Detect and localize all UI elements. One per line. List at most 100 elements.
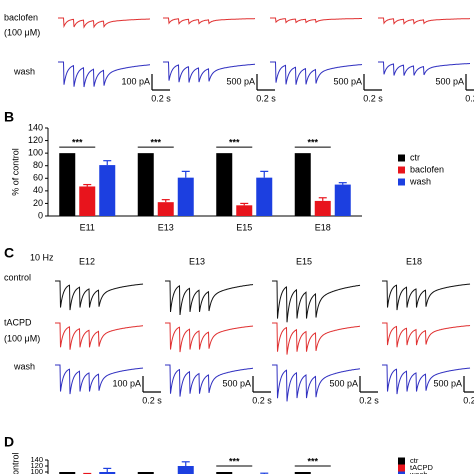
scale-label: 500 pA <box>329 378 358 388</box>
bar <box>99 165 116 216</box>
bar <box>314 200 331 216</box>
trace <box>163 61 255 83</box>
legend-swatch <box>398 457 405 465</box>
bar <box>177 177 194 216</box>
legend-swatch <box>398 166 405 174</box>
legend-label: wash <box>409 176 431 186</box>
scale-label: 0.2 s <box>363 93 383 103</box>
panel-letter: D <box>4 434 14 450</box>
trace <box>163 17 255 25</box>
trace <box>272 364 361 402</box>
scale-label: 0.2 s <box>256 93 276 103</box>
y-tick-label: 0 <box>38 210 43 220</box>
legend-label: ctr <box>410 152 420 162</box>
significance: *** <box>307 138 318 148</box>
panel-letter: C <box>4 245 14 261</box>
y-tick-label: 140 <box>30 455 43 464</box>
scale-label: 0.2 s <box>142 395 162 405</box>
bar <box>216 472 233 474</box>
significance: *** <box>150 138 161 148</box>
trace <box>165 364 253 397</box>
y-axis-label: control <box>10 452 20 474</box>
trace <box>270 17 362 24</box>
trace <box>272 322 360 355</box>
trace <box>165 280 254 316</box>
trace <box>272 280 361 323</box>
x-tick-label: E18 <box>315 222 331 232</box>
trace <box>55 364 144 395</box>
plot <box>59 153 351 216</box>
y-tick-label: 100 <box>30 467 43 474</box>
scale-label: 0.2 s <box>252 395 272 405</box>
legend-swatch <box>398 471 405 474</box>
scale-label: 500 pA <box>435 76 464 86</box>
legend-label: ctr <box>410 456 419 465</box>
panel-letter: B <box>4 109 14 125</box>
x-tick-label: E13 <box>158 222 174 232</box>
bar <box>216 153 233 216</box>
y-tick-label: 120 <box>30 461 43 470</box>
bar <box>59 472 76 474</box>
bar <box>157 202 174 216</box>
legend-swatch <box>398 464 405 472</box>
trace <box>55 322 143 350</box>
bar <box>99 472 116 474</box>
trace <box>382 364 471 395</box>
legend-swatch <box>398 154 405 162</box>
bar <box>59 153 76 216</box>
legend-swatch <box>398 178 405 186</box>
y-tick-label: 40 <box>33 185 43 195</box>
legend-label: baclofen <box>410 164 444 174</box>
bar <box>137 472 154 474</box>
column-label: E18 <box>406 256 422 266</box>
trace <box>378 61 470 76</box>
bar <box>137 153 154 216</box>
significance: *** <box>229 138 240 148</box>
trace <box>382 322 471 348</box>
x-tick-label: E15 <box>236 222 252 232</box>
scale-label: 0.2 s <box>151 93 171 103</box>
y-tick-label: 140 <box>28 122 43 132</box>
scale-label: 100 pA <box>121 76 150 86</box>
legend-label: tACPD <box>410 463 434 472</box>
y-axis-label: % of control <box>10 148 20 196</box>
column-label: E12 <box>79 256 95 266</box>
scale-label: 500 pA <box>226 76 255 86</box>
bar <box>256 177 273 216</box>
plot <box>59 461 311 474</box>
significance: *** <box>307 456 318 466</box>
y-tick-label: 20 <box>33 198 43 208</box>
trace <box>382 280 471 311</box>
row-label: wash <box>13 66 35 76</box>
trace <box>378 17 470 25</box>
y-tick-label: 120 <box>28 135 43 145</box>
row-label: (100 μM) <box>4 27 40 37</box>
y-tick-label: 60 <box>33 173 43 183</box>
y-tick-label: 80 <box>35 473 43 474</box>
row-label: baclofen <box>4 12 38 22</box>
scale-label: 500 pA <box>222 378 251 388</box>
y-tick-label: 80 <box>33 160 43 170</box>
scale-label: 500 pA <box>433 378 462 388</box>
row-label: (100 μM) <box>4 333 40 343</box>
scale-label: 0.2 s <box>359 395 379 405</box>
scale-label: 0.2 s <box>465 93 474 103</box>
significance: *** <box>72 138 83 148</box>
column-label: E13 <box>189 256 205 266</box>
legend-label: wash <box>409 470 428 474</box>
bar <box>334 184 351 216</box>
row-label: tACPD <box>4 317 32 327</box>
scale-label: 100 pA <box>112 378 141 388</box>
row-label: control <box>4 272 31 282</box>
trace <box>270 61 363 85</box>
trace <box>58 17 150 29</box>
scale-label: 0.2 s <box>463 395 474 405</box>
bar <box>294 153 311 216</box>
trace <box>55 280 144 311</box>
stimulus-label: 10 Hz <box>30 252 54 262</box>
bar <box>177 466 194 474</box>
trace <box>58 61 150 88</box>
bar <box>236 205 253 216</box>
